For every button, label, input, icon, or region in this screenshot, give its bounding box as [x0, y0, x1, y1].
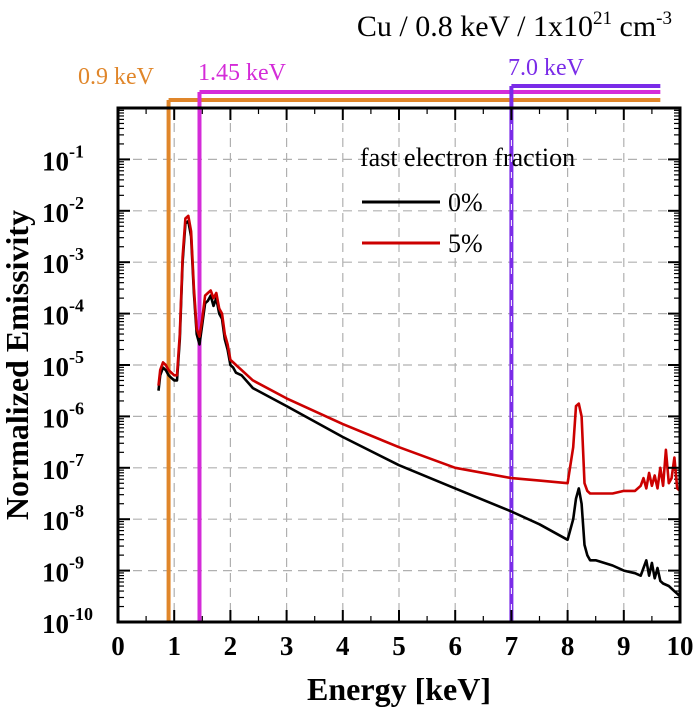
x-tick-label: 9: [617, 631, 631, 661]
x-tick-label: 6: [448, 631, 462, 661]
y-tick-label: 10-4: [42, 296, 84, 331]
title-sup-density: 21: [593, 8, 612, 29]
legend-entry-1: 5%: [448, 229, 483, 258]
x-tick-label: 5: [392, 631, 406, 661]
grid-lines: [118, 108, 680, 622]
y-tick-label: 10-5: [42, 347, 84, 382]
y-tick-label: 10-3: [42, 244, 84, 279]
x-tick-label: 2: [224, 631, 238, 661]
x-axis-title: Energy [keV]: [307, 671, 491, 707]
x-tick-label: 7: [505, 631, 519, 661]
x-tick-label: 4: [336, 631, 350, 661]
x-tick-label: 0: [111, 631, 125, 661]
y-tick-label: 10-10: [42, 604, 93, 639]
title-sup-unit: -3: [656, 8, 672, 29]
legend-title: fast electron fraction: [360, 143, 575, 172]
y-axis-title: Normalized Emissivity: [0, 210, 35, 520]
chart-title: Cu / 0.8 keV / 1x1021 cm-3: [357, 8, 672, 43]
series-lines: [157, 214, 681, 598]
x-axis-ticks: 0 1 2 3 4 5 6 7 8 9 10: [111, 108, 694, 661]
y-axis-ticks: 10-1 10-2 10-3 10-4 10-5 10-6 10-7 10-8 10-9 10-1…: [42, 141, 680, 639]
x-tick-label: 3: [280, 631, 294, 661]
y-tick-label: 10-9: [42, 553, 84, 588]
legend-entry-0: 0%: [448, 188, 483, 217]
series-line-1: [157, 214, 681, 495]
y-tick-label: 10-2: [42, 193, 84, 228]
legend: fast electron fraction 0% 5%: [360, 143, 575, 258]
y-tick-label: 10-1: [42, 141, 84, 176]
marker-label-2: 7.0 keV: [508, 55, 585, 81]
y-tick-label: 10-7: [42, 450, 84, 485]
x-tick-label: 8: [561, 631, 575, 661]
x-tick-label: 1: [167, 631, 181, 661]
marker-label-0: 0.9 keV: [78, 64, 155, 90]
x-tick-label: 10: [667, 631, 694, 661]
marker-label-1: 1.45 keV: [198, 60, 287, 86]
y-tick-label: 10-8: [42, 501, 84, 536]
y-tick-label: 10-6: [42, 398, 84, 433]
energy-markers: 0.9 keV 1.45 keV 7.0 keV: [78, 55, 661, 622]
